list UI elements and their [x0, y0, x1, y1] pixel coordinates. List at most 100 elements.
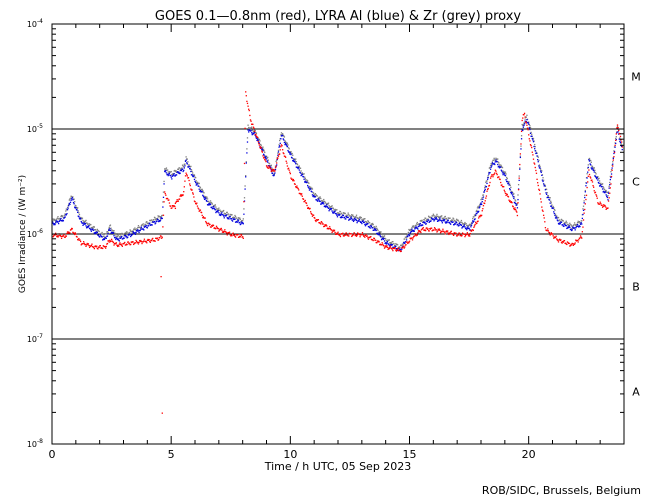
data-point — [437, 215, 439, 218]
data-point — [105, 247, 107, 249]
data-point — [379, 235, 382, 237]
data-point — [295, 186, 297, 188]
data-point — [152, 220, 154, 222]
data-point — [295, 163, 297, 165]
data-point — [333, 230, 335, 232]
data-point — [84, 221, 86, 223]
data-point — [333, 229, 336, 231]
data-point — [239, 221, 241, 224]
data-point — [264, 151, 266, 154]
data-point — [261, 151, 264, 153]
data-point — [607, 200, 610, 202]
data-point — [429, 228, 432, 230]
data-point — [586, 173, 588, 175]
data-point — [566, 243, 568, 246]
data-point — [292, 178, 295, 181]
data-point — [472, 217, 474, 220]
data-point — [321, 199, 323, 202]
data-point — [430, 220, 432, 222]
data-point — [455, 232, 457, 234]
data-point — [364, 218, 366, 220]
data-point — [158, 238, 160, 241]
data-point — [131, 232, 134, 234]
data-point — [270, 169, 272, 171]
data-point — [65, 214, 68, 216]
data-point — [98, 246, 100, 249]
data-point — [199, 189, 202, 192]
data-point — [66, 208, 69, 211]
data-point — [438, 219, 440, 221]
data-point — [591, 165, 594, 168]
data-point — [212, 224, 215, 227]
y-tick-exponent: -5 — [37, 123, 43, 130]
data-point — [536, 178, 538, 180]
data-point — [602, 205, 604, 208]
data-point — [613, 152, 615, 155]
data-point — [87, 243, 90, 245]
data-point — [231, 233, 234, 235]
data-point — [473, 220, 475, 222]
data-point — [150, 239, 153, 242]
data-point — [256, 138, 259, 140]
data-point — [101, 231, 103, 234]
data-point — [547, 228, 549, 230]
data-point — [141, 242, 143, 245]
data-point — [198, 188, 200, 190]
data-point — [577, 225, 579, 227]
data-point — [557, 241, 560, 243]
data-point — [158, 220, 160, 223]
data-point — [331, 210, 333, 212]
data-point — [419, 230, 421, 233]
x-tick-label: 0 — [49, 448, 56, 461]
data-point — [108, 229, 110, 231]
data-point — [578, 239, 580, 241]
data-point — [476, 209, 478, 212]
data-point — [212, 206, 215, 208]
data-point — [77, 239, 79, 241]
data-point — [163, 183, 165, 185]
data-point — [615, 136, 617, 138]
data-point — [414, 234, 417, 236]
data-point — [74, 233, 76, 236]
data-point — [468, 227, 470, 229]
data-point — [478, 205, 480, 207]
data-point — [254, 134, 256, 136]
data-point — [562, 241, 564, 243]
data-point — [607, 191, 610, 193]
data-point — [220, 214, 222, 217]
data-point — [142, 241, 144, 243]
data-point — [284, 140, 286, 142]
data-point — [183, 191, 185, 193]
data-point — [217, 211, 219, 213]
data-point — [256, 139, 258, 142]
data-point — [71, 197, 73, 199]
data-point — [437, 228, 439, 230]
data-point — [265, 156, 267, 158]
data-point — [518, 179, 520, 182]
data-point — [581, 237, 583, 239]
data-point — [102, 247, 104, 250]
data-point — [491, 174, 494, 176]
data-point — [209, 202, 211, 204]
data-point — [509, 183, 511, 185]
data-point — [96, 231, 98, 234]
data-point — [230, 235, 232, 237]
data-point — [255, 136, 257, 138]
data-point — [86, 226, 88, 228]
data-point — [95, 232, 97, 235]
data-point — [417, 228, 419, 230]
data-point — [102, 238, 104, 241]
data-point — [441, 222, 443, 224]
data-point — [526, 127, 529, 129]
data-point — [483, 189, 486, 192]
data-point — [211, 203, 213, 205]
data-point — [318, 196, 320, 199]
data-point — [159, 216, 161, 218]
data-point — [603, 187, 605, 189]
data-point — [131, 230, 133, 232]
data-point — [234, 235, 236, 238]
data-point — [224, 212, 227, 215]
data-point — [334, 210, 336, 212]
data-point — [209, 223, 211, 226]
data-point — [373, 237, 376, 240]
